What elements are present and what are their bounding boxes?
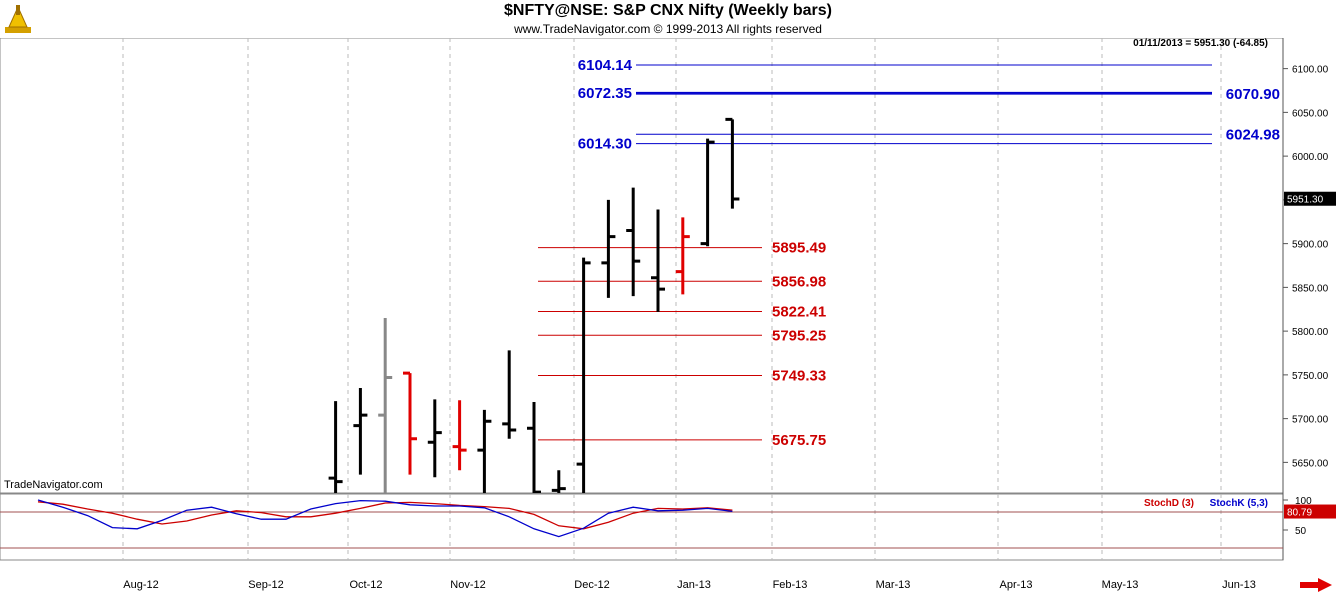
x-tick-label: Aug-12 bbox=[123, 579, 158, 591]
last-price-value: 5951.30 bbox=[1287, 195, 1324, 206]
trade-navigator-logo-icon bbox=[5, 5, 31, 33]
x-tick-label: May-13 bbox=[1102, 579, 1139, 591]
chart-header: $NFTY@NSE: S&P CNX Nifty (Weekly bars) w… bbox=[0, 0, 1336, 38]
stoch-last-value: 80.79 bbox=[1287, 508, 1312, 519]
y-tick-label: 6100.00 bbox=[1292, 65, 1329, 76]
last-price-tag bbox=[1284, 191, 1336, 206]
stochastic-pane[interactable] bbox=[0, 493, 1284, 561]
ohlc-bar[interactable] bbox=[651, 209, 665, 312]
ohlc-bar[interactable] bbox=[328, 401, 343, 528]
info-label: 01/11/2013 = 5951.30 (-64.85) bbox=[1133, 38, 1268, 49]
ohlc-bar[interactable] bbox=[700, 138, 715, 247]
support-level-label: 5749.33 bbox=[772, 367, 826, 384]
support-level-label: 5895.49 bbox=[772, 240, 826, 257]
x-tick-label: Jan-13 bbox=[677, 579, 711, 591]
ohlc-bar[interactable] bbox=[502, 350, 517, 439]
ohlc-bar[interactable] bbox=[378, 318, 393, 506]
ohlc-bar[interactable] bbox=[725, 117, 740, 209]
x-tick-label: Sep-12 bbox=[248, 579, 283, 591]
support-level-label: 5675.75 bbox=[772, 432, 826, 449]
ohlc-bar[interactable] bbox=[675, 217, 690, 295]
ohlc-bar[interactable] bbox=[452, 400, 467, 471]
x-tick-label: Jun-13 bbox=[1222, 579, 1256, 591]
stoch-series-line bbox=[37, 501, 733, 530]
x-tick-label: Oct-12 bbox=[349, 579, 382, 591]
price-chart[interactable]: Aug-12 Sep-12 Oct-12 Nov-12 Dec-12 Jan-13 Feb-… bbox=[0, 38, 1336, 594]
ohlc-bar[interactable] bbox=[551, 470, 566, 545]
y-tick-label: 6000.00 bbox=[1292, 152, 1329, 163]
y-tick-label: 5900.00 bbox=[1292, 240, 1329, 251]
support-level-label: 5856.98 bbox=[772, 273, 826, 290]
stoch-last-value-tag bbox=[1284, 504, 1336, 519]
support-level-label: 5822.41 bbox=[772, 304, 826, 321]
resistance-level-label: 6070.90 bbox=[1226, 86, 1280, 103]
stoch-series-line bbox=[37, 499, 733, 538]
scroll-right-arrow-icon[interactable] bbox=[1300, 578, 1332, 592]
x-tick-label: Apr-13 bbox=[999, 579, 1032, 591]
chart-title: $NFTY@NSE: S&P CNX Nifty (Weekly bars) bbox=[504, 2, 832, 19]
support-level-label: 5795.25 bbox=[772, 327, 826, 344]
stoch-tick-label: 100 bbox=[1295, 496, 1312, 507]
y-tick-label: 6050.00 bbox=[1292, 108, 1329, 119]
watermark-label: TradeNavigator.com bbox=[4, 479, 103, 491]
resistance-level-label: 6024.98 bbox=[1226, 126, 1280, 143]
x-tick-label: Feb-13 bbox=[773, 579, 808, 591]
x-tick-label: Mar-13 bbox=[876, 579, 911, 591]
resistance-level-label: 6104.14 bbox=[578, 57, 633, 74]
ohlc-bar[interactable] bbox=[527, 402, 541, 506]
y-tick-label: 5800.00 bbox=[1292, 327, 1329, 338]
y-tick-label: 5700.00 bbox=[1292, 415, 1329, 426]
price-pane[interactable] bbox=[0, 38, 1284, 494]
ohlc-bar[interactable] bbox=[601, 199, 616, 298]
copyright-subtitle: www.TradeNavigator.com © 1999-2013 All r… bbox=[514, 22, 822, 36]
resistance-level-label: 6072.35 bbox=[578, 85, 632, 102]
ohlc-bar[interactable] bbox=[353, 388, 368, 475]
legend-stochd: StochD (3) bbox=[1144, 498, 1194, 509]
y-tick-label: 5850.00 bbox=[1292, 283, 1329, 294]
ohlc-bar[interactable] bbox=[403, 371, 417, 475]
ohlc-bar[interactable] bbox=[477, 409, 492, 515]
y-tick-label: 5650.00 bbox=[1292, 458, 1329, 469]
ohlc-bar[interactable] bbox=[427, 399, 442, 478]
x-tick-label: Nov-12 bbox=[450, 579, 485, 591]
ohlc-bar[interactable] bbox=[576, 257, 591, 507]
ohlc-bars bbox=[328, 117, 740, 545]
stoch-tick-label: 50 bbox=[1295, 526, 1307, 537]
ohlc-bar[interactable] bbox=[626, 187, 641, 297]
legend-stochk: StochK (5,3) bbox=[1210, 498, 1268, 509]
y-tick-label: 5750.00 bbox=[1292, 371, 1329, 382]
resistance-level-label: 6014.30 bbox=[578, 136, 632, 153]
x-tick-label: Dec-12 bbox=[574, 579, 609, 591]
